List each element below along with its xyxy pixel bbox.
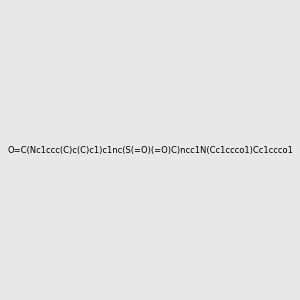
Text: O=C(Nc1ccc(C)c(C)c1)c1nc(S(=O)(=O)C)ncc1N(Cc1ccco1)Cc1ccco1: O=C(Nc1ccc(C)c(C)c1)c1nc(S(=O)(=O)C)ncc1…	[7, 146, 293, 154]
